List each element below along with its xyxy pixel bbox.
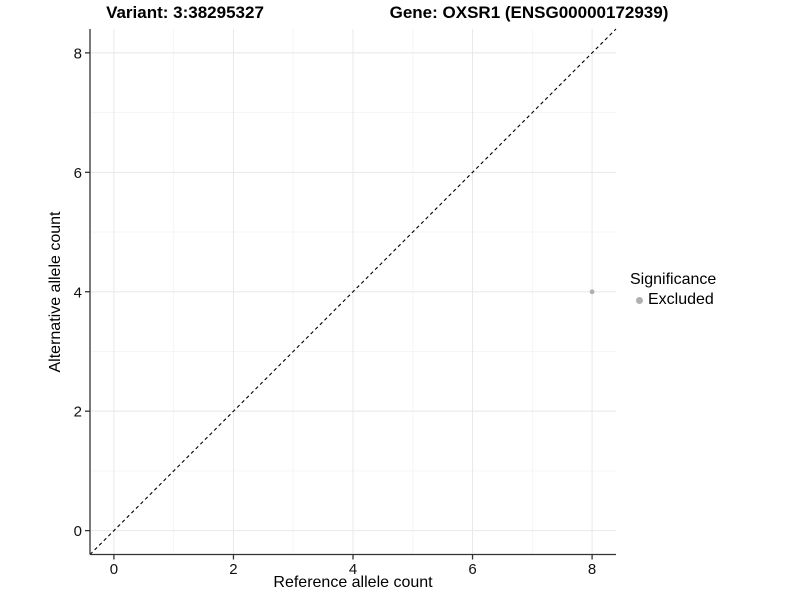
y-tick-label: 0 [74, 523, 82, 540]
x-tick-label: 8 [588, 561, 596, 578]
legend: Significance Excluded [630, 269, 716, 310]
legend-item: Excluded [630, 290, 716, 310]
identity-line [89, 28, 617, 555]
x-tick-label: 4 [349, 561, 357, 578]
x-tick-label: 6 [468, 561, 476, 578]
y-axis-title: Alternative allele count [47, 211, 64, 373]
legend-point-icon [636, 296, 643, 304]
x-axis-title: Reference allele count [273, 574, 433, 591]
plot-title-variant: Variant: 3:38295327 [106, 3, 264, 22]
legend-item-label: Excluded [648, 291, 714, 308]
x-tick-label: 2 [229, 561, 237, 578]
y-tick-label: 8 [74, 45, 82, 62]
data-point [589, 289, 595, 295]
legend-title: Significance [630, 271, 717, 288]
legend-items: Excluded [630, 290, 716, 310]
y-tick-label: 4 [74, 284, 82, 301]
y-tick-label: 2 [74, 404, 82, 421]
plot-title-gene: Gene: OXSR1 (ENSG00000172939) [389, 3, 669, 22]
x-tick-label: 0 [110, 561, 118, 578]
y-tick-label: 6 [74, 165, 82, 182]
